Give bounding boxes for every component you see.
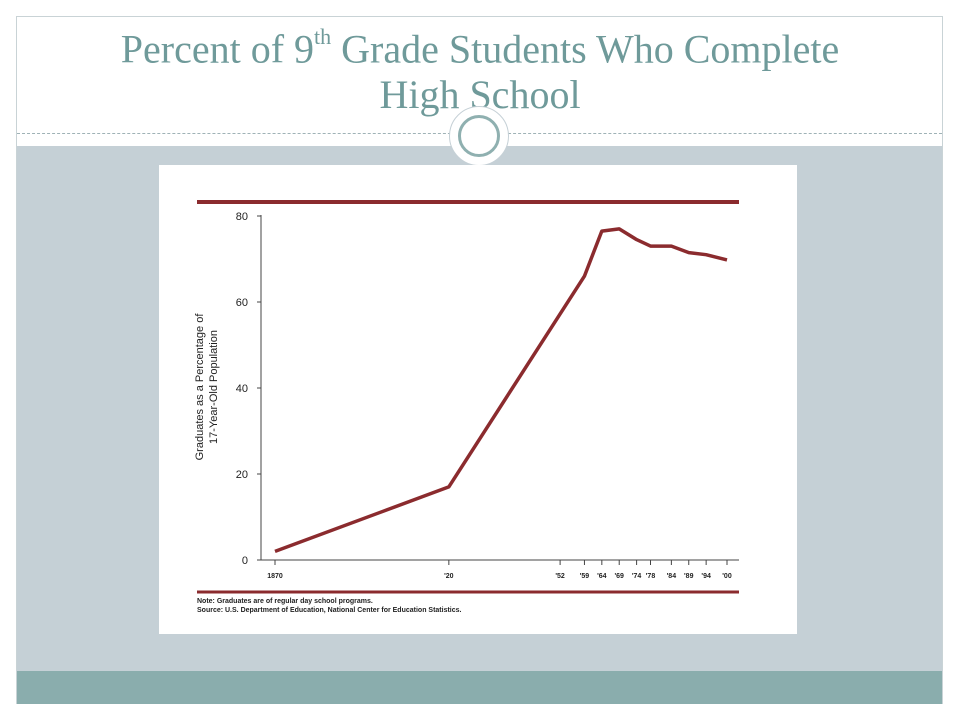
y-tick-label: 40 [236,383,248,395]
title-suffix: Grade Students Who Complete [331,26,840,72]
x-tick-label: '00 [722,573,732,580]
chart-note: Note: Graduates are of regular day schoo… [197,598,373,605]
y-axis-label-line-2: 17-Year-Old Population [208,330,220,444]
y-tick-label: 20 [236,469,248,481]
title-prefix: Percent of 9 [120,26,315,72]
chart-source: Source: U.S. Department of Education, Na… [197,607,462,614]
chart-panel: 0 20 40 60 80 1870 '20 '52 '59 '64 '69 '74 '78 '84 '8… [159,165,797,634]
x-tick-label: '84 [667,573,677,580]
x-tick-label: '78 [646,573,656,580]
x-ticks: 1870 '20 '52 '59 '64 '69 '74 '78 '84 '89 '94 '00 [267,560,732,580]
series-line [274,227,728,554]
footer-band [17,671,942,704]
x-tick-label: 1870 [267,573,283,580]
ring-ornament-inner [458,115,500,157]
x-tick-label: '69 [614,573,624,580]
x-tick-label: '52 [555,573,565,580]
y-tick-label: 0 [242,555,248,567]
x-tick-label: '20 [444,573,454,580]
x-tick-label: '94 [701,573,711,580]
y-tick-label: 60 [236,297,248,309]
chart-svg: 0 20 40 60 80 1870 '20 '52 '59 '64 '69 '74 '78 '84 '8… [194,200,739,614]
y-tick-label: 80 [236,211,248,223]
y-axis-label-line-1: Graduates as a Percentage of [194,313,206,461]
x-tick-label: '89 [684,573,694,580]
slide-title: Percent of 9th Grade Students Who Comple… [30,18,930,118]
x-tick-label: '59 [580,573,590,580]
y-ticks: 0 20 40 60 80 [236,211,261,567]
title-superscript: th [314,24,332,49]
x-tick-label: '64 [597,573,607,580]
x-tick-label: '74 [632,573,642,580]
